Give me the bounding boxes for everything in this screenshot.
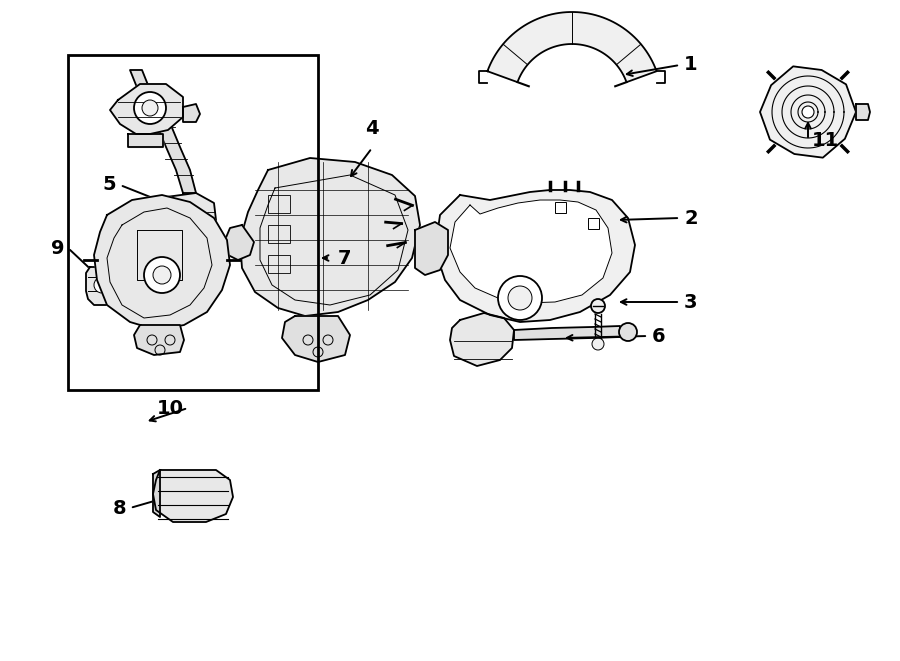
Polygon shape [760, 66, 856, 158]
Bar [68, 55, 318, 390]
Bar [588, 218, 599, 229]
Polygon shape [134, 325, 184, 355]
Text: 4: 4 [365, 119, 379, 138]
Text: 5: 5 [103, 176, 116, 194]
Circle shape [619, 323, 637, 341]
Bar [268, 255, 290, 273]
Circle shape [94, 277, 110, 293]
Polygon shape [450, 313, 514, 366]
Circle shape [592, 338, 604, 350]
Circle shape [498, 276, 542, 320]
Bar [555, 202, 566, 213]
Polygon shape [415, 222, 448, 275]
Text: 7: 7 [338, 249, 352, 268]
Polygon shape [94, 195, 230, 330]
Polygon shape [128, 134, 163, 147]
Circle shape [134, 92, 166, 124]
Polygon shape [110, 84, 183, 134]
Polygon shape [130, 70, 196, 193]
Circle shape [508, 286, 532, 310]
Circle shape [802, 106, 814, 118]
Text: 1: 1 [684, 56, 698, 75]
Polygon shape [183, 104, 200, 122]
Polygon shape [225, 225, 254, 260]
Circle shape [591, 299, 605, 313]
Polygon shape [153, 470, 160, 517]
Circle shape [144, 257, 180, 293]
Text: 8: 8 [112, 498, 126, 518]
Circle shape [142, 100, 158, 116]
Polygon shape [160, 193, 216, 243]
Text: 10: 10 [157, 399, 184, 418]
Polygon shape [856, 104, 870, 120]
Polygon shape [435, 190, 635, 322]
Polygon shape [488, 12, 657, 82]
Bar [268, 195, 290, 213]
Circle shape [153, 266, 171, 284]
Text: 2: 2 [684, 208, 698, 227]
Polygon shape [450, 200, 612, 303]
Text: 11: 11 [812, 130, 839, 149]
Text: 3: 3 [684, 293, 698, 311]
Polygon shape [86, 267, 125, 305]
Polygon shape [153, 470, 233, 522]
Polygon shape [240, 158, 420, 316]
Polygon shape [514, 326, 620, 340]
Text: 9: 9 [50, 239, 64, 258]
Polygon shape [282, 316, 350, 362]
Bar [268, 225, 290, 243]
Text: 6: 6 [652, 327, 666, 346]
